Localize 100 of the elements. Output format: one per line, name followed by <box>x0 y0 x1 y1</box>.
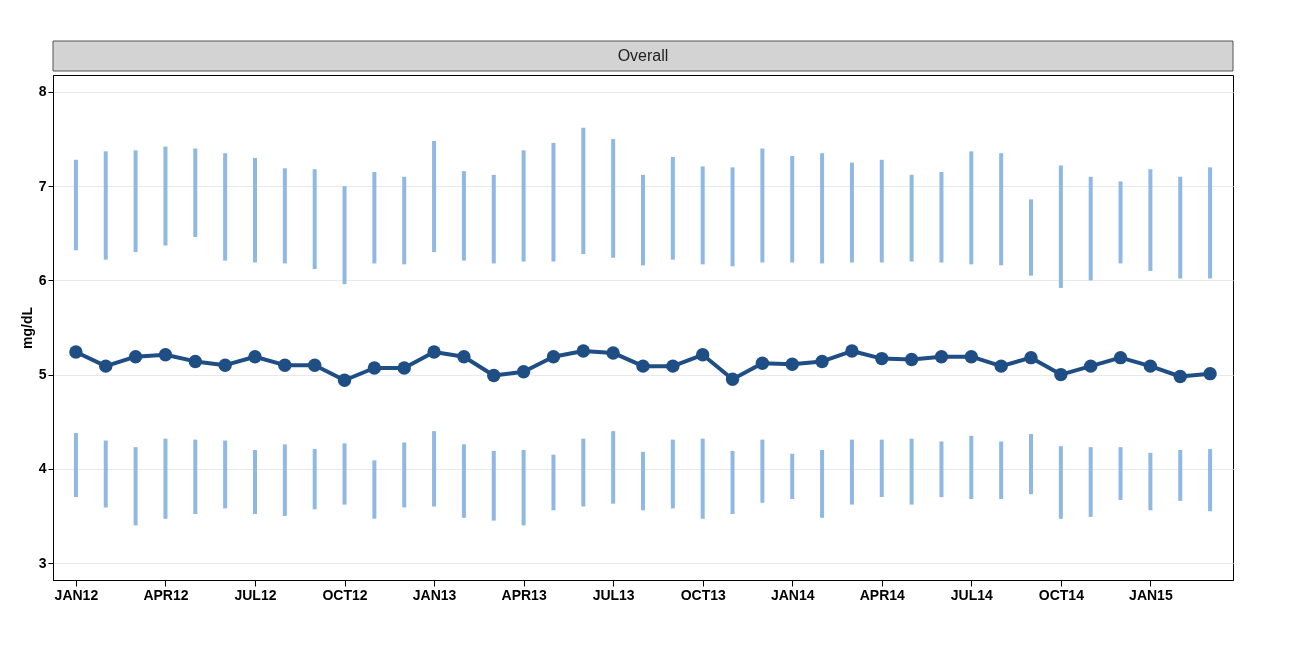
point <box>457 350 471 364</box>
bar <box>581 438 586 507</box>
bar <box>193 148 198 238</box>
point <box>845 344 859 358</box>
point <box>1084 359 1098 373</box>
bar <box>641 451 645 511</box>
bar <box>760 148 765 263</box>
y-tick-label: 6 <box>38 271 47 288</box>
bar <box>581 127 586 255</box>
bar <box>999 153 1004 266</box>
bar <box>432 140 437 253</box>
x-tick-label: OCT13 <box>680 586 726 603</box>
x-tick-label: JAN12 <box>54 586 99 603</box>
bar <box>163 146 168 246</box>
bar <box>820 449 825 518</box>
bar <box>551 142 556 262</box>
bar <box>491 450 496 521</box>
bar <box>282 444 287 516</box>
bar <box>1029 433 1034 495</box>
bar <box>700 166 705 265</box>
bar <box>999 441 1004 499</box>
point <box>69 345 83 359</box>
point <box>218 358 232 372</box>
bar <box>700 438 705 519</box>
bar <box>849 162 854 263</box>
point <box>337 373 352 387</box>
bar <box>312 169 317 270</box>
point <box>576 344 591 358</box>
bar <box>103 151 108 260</box>
bar <box>223 440 228 509</box>
point <box>397 361 411 375</box>
bar <box>909 174 914 262</box>
point <box>158 348 173 362</box>
bar <box>760 439 765 503</box>
bar <box>1178 176 1183 279</box>
bar <box>849 439 854 505</box>
point <box>188 354 202 369</box>
x-tick-label: JAN14 <box>770 586 815 603</box>
bar <box>133 150 138 253</box>
point <box>307 358 322 372</box>
bar <box>73 433 78 498</box>
y-tick-label: 5 <box>38 366 47 383</box>
bar <box>252 157 257 263</box>
point <box>367 361 382 375</box>
bar <box>1118 447 1123 500</box>
bar <box>521 449 526 526</box>
bar <box>282 168 287 264</box>
point <box>904 352 919 367</box>
bar <box>611 431 616 504</box>
bar <box>252 449 257 515</box>
point <box>875 351 889 366</box>
point <box>248 350 262 364</box>
x-tick-label: JUL13 <box>592 586 635 603</box>
point <box>755 356 770 370</box>
point <box>128 350 143 364</box>
point <box>427 345 441 359</box>
bar <box>670 439 675 509</box>
y-tick-label: 8 <box>38 83 47 100</box>
bar <box>909 438 914 505</box>
bar <box>641 174 645 266</box>
point <box>1173 369 1187 384</box>
bar <box>432 431 437 507</box>
bar <box>611 139 616 258</box>
y-axis-title: mg/dL <box>18 306 35 349</box>
bar <box>402 176 407 265</box>
point <box>487 368 501 383</box>
bar <box>372 172 377 264</box>
point <box>1054 367 1068 382</box>
bar <box>521 150 526 262</box>
bar <box>461 171 466 261</box>
point <box>725 372 740 387</box>
bar <box>133 447 138 526</box>
bar <box>1088 176 1093 281</box>
bar <box>939 172 944 263</box>
bar <box>790 453 795 499</box>
bar <box>1178 449 1183 501</box>
point <box>278 358 292 372</box>
bar <box>1029 199 1034 276</box>
bar <box>193 439 198 515</box>
bar <box>790 156 795 263</box>
bar <box>551 454 556 511</box>
x-tick-label: OCT14 <box>1038 586 1085 603</box>
point <box>994 359 1008 373</box>
bar <box>730 167 735 267</box>
bar <box>730 450 735 515</box>
y-tick-label: 7 <box>38 177 47 194</box>
bar <box>312 449 317 510</box>
x-tick-label: JAN13 <box>412 586 457 603</box>
bar <box>939 441 944 498</box>
bar <box>1148 169 1153 271</box>
point <box>666 359 680 373</box>
bar <box>103 440 108 508</box>
bar <box>461 444 466 518</box>
bar <box>670 156 675 260</box>
point <box>815 354 829 369</box>
bar <box>1148 452 1153 511</box>
point <box>99 359 113 373</box>
point <box>934 350 949 364</box>
bar <box>73 159 78 251</box>
point <box>695 348 710 362</box>
